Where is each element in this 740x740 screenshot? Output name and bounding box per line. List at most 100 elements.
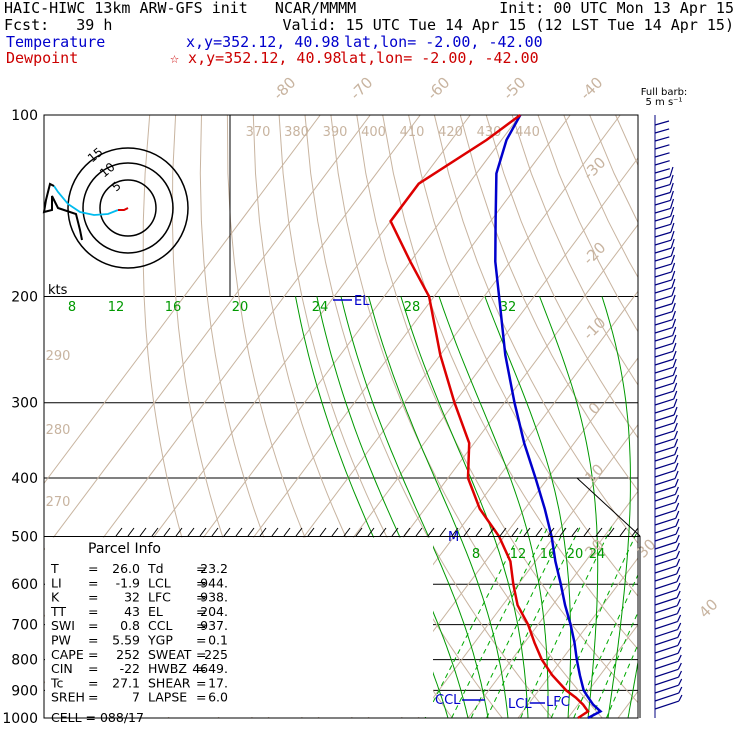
dry-adiabat-line xyxy=(408,115,638,597)
dry-adiabat-line xyxy=(382,115,638,650)
dry-adiabat-line xyxy=(537,115,638,333)
parcel-row-eq-right: = xyxy=(196,575,206,590)
parcel-row-value-right: 938. xyxy=(200,590,228,605)
pressure-tick-label: 300 xyxy=(11,396,38,412)
dry-adiabat-line xyxy=(330,115,603,718)
wind-barb-flag xyxy=(678,686,683,694)
wind-barb xyxy=(654,231,672,238)
mixing-ratio-label: 20 xyxy=(567,547,584,562)
wind-barb xyxy=(654,470,676,478)
pressure-tick-label: 200 xyxy=(11,290,38,306)
hatch-tick xyxy=(583,527,591,537)
wind-barb-flag xyxy=(674,454,679,463)
hodograph-ring-label: 15 xyxy=(85,145,106,166)
hatch-tick xyxy=(547,527,555,537)
wind-barb-flag xyxy=(671,294,676,304)
wind-barb xyxy=(654,390,674,398)
wind-barb xyxy=(654,644,679,654)
dry-adiabat-line xyxy=(589,115,638,224)
isotherm-line xyxy=(44,115,421,618)
moist-adiabat-line xyxy=(484,296,572,718)
wind-barb-flag xyxy=(674,486,679,495)
moist-adiabat-line xyxy=(438,296,549,718)
pressure-tick-label: 600 xyxy=(11,577,38,593)
wind-barb-flag xyxy=(673,414,678,424)
isotherm-label: -70 xyxy=(346,73,376,103)
temperature-xy: x,y=352.12, 40.98 xyxy=(186,33,340,51)
wind-barb-flag xyxy=(674,462,679,471)
wind-barb xyxy=(654,223,671,230)
hatch-tick xyxy=(619,527,627,537)
parcel-row-eq-right: = xyxy=(196,647,206,662)
wind-barb-flag xyxy=(670,246,675,257)
wind-barb xyxy=(654,700,680,710)
mixing-ratio-line xyxy=(486,525,582,718)
wind-barb-flag xyxy=(675,534,680,543)
wind-barb xyxy=(654,215,671,222)
wind-barb-flag xyxy=(672,358,677,368)
hodograph-ring xyxy=(99,179,157,237)
temperature-latlon: lat,lon= -2.00, -42.00 xyxy=(344,33,543,51)
wind-barb xyxy=(654,176,671,182)
wind-barb xyxy=(654,295,673,302)
wind-barb-flag xyxy=(669,190,674,201)
wind-barb xyxy=(654,446,675,454)
hatch-tick xyxy=(271,527,279,537)
wind-barb xyxy=(654,382,674,390)
parcel-row-eq-left: = xyxy=(88,675,98,690)
wind-barb xyxy=(654,414,675,422)
parcel-cell: CELL = 088/17 xyxy=(51,710,144,725)
wind-barb xyxy=(654,557,677,566)
theta-label: 440 xyxy=(515,125,540,140)
parcel-row-eq-left: = xyxy=(88,561,98,576)
hatch-tick xyxy=(403,527,411,537)
isotherm-label: -50 xyxy=(499,73,529,103)
parcel-row-eq-left: = xyxy=(88,661,98,676)
parcel-row-key-right: SWEAT xyxy=(148,647,192,662)
wind-barb-flag xyxy=(669,182,674,193)
wind-barb xyxy=(654,621,678,630)
wind-barb xyxy=(654,287,673,294)
wind-barb xyxy=(654,668,679,678)
hatch-tick xyxy=(259,527,267,537)
theta-label: 270 xyxy=(46,495,71,510)
parcel-row-key-right: Td xyxy=(147,561,164,576)
wind-barb-flag xyxy=(672,374,678,384)
wind-barb-flag xyxy=(669,166,674,177)
wind-barb-flag xyxy=(673,422,678,432)
wind-barb-flag xyxy=(671,302,676,312)
wind-barb xyxy=(654,565,677,574)
profile-lines xyxy=(389,113,603,720)
parcel-row-key-right: LAPSE xyxy=(148,690,187,705)
wind-barb-flag xyxy=(673,390,678,400)
parcel-row-value-right: 17. xyxy=(208,675,228,690)
wind-barb xyxy=(654,342,673,350)
pressure-tick-label: 1000 xyxy=(2,711,38,727)
wind-barb-flag xyxy=(674,446,679,455)
hatch-tick xyxy=(571,527,579,537)
isotherm-line xyxy=(44,115,371,551)
wind-barb xyxy=(654,271,672,278)
wind-barb xyxy=(654,422,675,430)
parcel-row-eq-right: = xyxy=(196,675,206,690)
wind-barb xyxy=(654,199,671,206)
hodograph-ring xyxy=(67,147,189,269)
wind-barb-flag xyxy=(676,606,681,614)
pressure-tick-label: 400 xyxy=(11,471,38,487)
dewpoint-legend-label: Dewpoint xyxy=(6,49,79,67)
parcel-row-eq-left: = xyxy=(88,618,98,633)
m-label: M xyxy=(448,530,459,545)
mixing-ratio-label: 32 xyxy=(500,300,517,315)
hatch-tick xyxy=(295,527,303,537)
parcel-row-eq-left: = xyxy=(88,690,98,705)
hatch-tick xyxy=(127,527,135,537)
wind-barb xyxy=(654,684,679,694)
theta-label: 400 xyxy=(361,125,386,140)
hatch-tick xyxy=(163,527,171,537)
dewpoint-profile xyxy=(389,113,590,720)
wind-barb xyxy=(654,454,675,462)
mixing-ratio-line xyxy=(550,529,638,718)
parcel-row-eq-right: = xyxy=(196,604,206,619)
